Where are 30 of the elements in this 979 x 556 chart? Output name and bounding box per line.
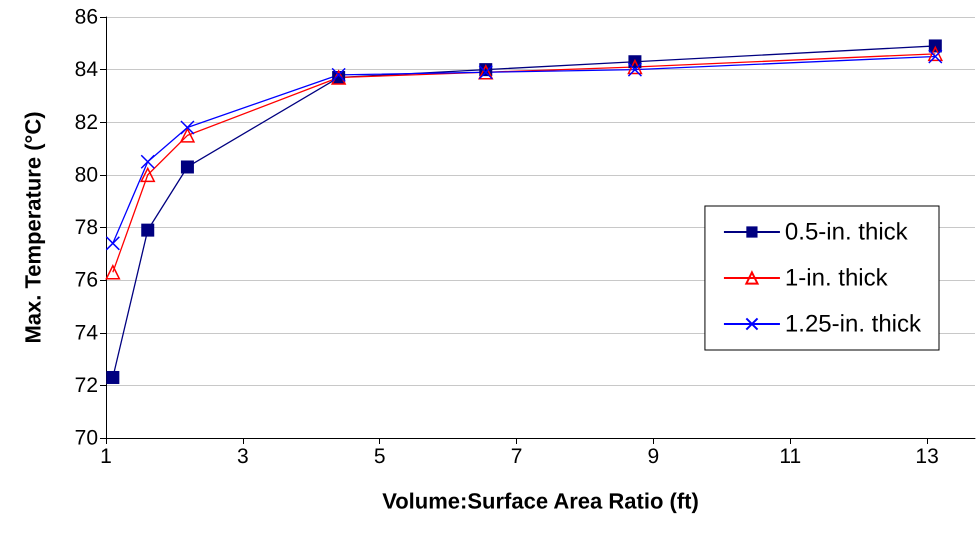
x-tick-label: 13 — [915, 445, 939, 468]
point — [106, 264, 120, 280]
point — [141, 224, 154, 237]
x-tick-label: 1 — [100, 445, 112, 468]
x-tick-label: 11 — [779, 445, 802, 468]
x-tick-label: 3 — [237, 445, 249, 468]
x-axis-title: Volume:Surface Area Ratio (ft) — [382, 488, 699, 514]
point — [140, 154, 155, 169]
y-tick-label: 84 — [74, 58, 98, 82]
y-tick-label: 72 — [74, 374, 98, 397]
legend-label: 1-in. thick — [784, 264, 889, 292]
y-tick-label: 70 — [74, 426, 98, 450]
y-tick-label: 74 — [74, 321, 98, 344]
legend-label: 0.5-in. thick — [784, 218, 909, 246]
y-tick-label: 80 — [74, 163, 98, 186]
y-tick-label: 82 — [74, 110, 98, 134]
y-tick-label: 86 — [74, 6, 98, 28]
x-tick-label: 7 — [510, 445, 522, 468]
legend-label: 1.25-in. thick — [784, 310, 922, 338]
point — [180, 128, 195, 143]
y-tick-label: 76 — [74, 268, 98, 292]
point — [106, 370, 120, 384]
y-axis-title: Max. Temperature (°C) — [20, 111, 46, 344]
point — [180, 120, 195, 135]
point — [180, 160, 194, 174]
x-tick-label: 9 — [648, 445, 660, 468]
y-tick-label: 78 — [74, 216, 98, 239]
x-tick-label: 5 — [374, 445, 386, 468]
point — [140, 168, 155, 182]
point — [106, 236, 120, 251]
